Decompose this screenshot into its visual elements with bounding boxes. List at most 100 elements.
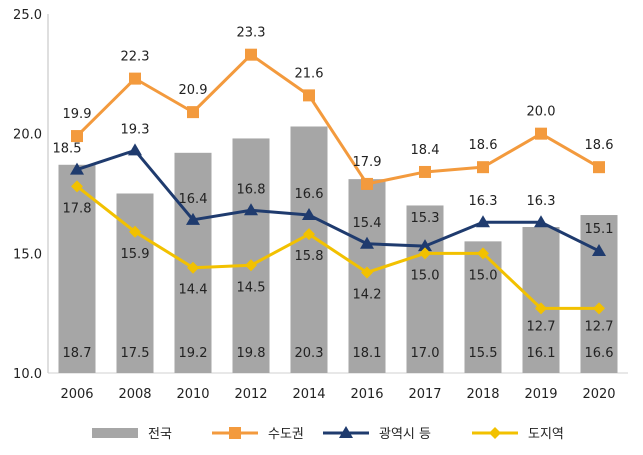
square-marker: [593, 161, 605, 174]
x-tick-label: 2016: [350, 387, 383, 402]
triangle-marker: [244, 203, 258, 216]
line-data-label: 19.3: [121, 122, 150, 137]
legend-label: 전국: [148, 427, 172, 442]
diamond-marker: [477, 247, 489, 260]
line-data-label: 19.9: [63, 107, 92, 122]
line-data-label: 18.4: [411, 143, 440, 158]
square-marker: [129, 72, 141, 85]
series-line: [75, 53, 600, 186]
diamond-marker: [129, 225, 141, 238]
line-data-label: 14.5: [237, 280, 266, 295]
legend-label: 광역시 등: [379, 427, 431, 442]
diamond-marker: [71, 180, 83, 193]
triangle-marker: [418, 239, 432, 252]
line-data-label: 17.8: [63, 201, 92, 216]
line-data-label: 18.6: [469, 138, 498, 153]
bar-data-label: 18.7: [63, 346, 92, 361]
triangle-marker: [592, 243, 606, 256]
bar: [290, 126, 328, 373]
legend-label: 수도권: [268, 427, 304, 442]
line-series: [70, 48, 606, 315]
line-data-label: 21.6: [295, 66, 324, 81]
line-data-label: 16.3: [527, 194, 556, 209]
bar: [58, 164, 96, 373]
line-data-label: 17.9: [353, 155, 382, 170]
legend-item: 전국: [92, 427, 172, 442]
legend: 전국 수도권 광역시 등 도지역: [92, 426, 564, 442]
line-data-label: 20.0: [527, 105, 556, 120]
bar: [406, 205, 444, 373]
square-marker: [245, 48, 257, 61]
triangle-marker: [476, 215, 490, 228]
data-labels: 18.7 17.5 19.2 19.8 20.3 18.1 17.0 15.5 16.1 16.6…: [53, 26, 614, 361]
bar: [232, 138, 270, 373]
legend-label: 도지역: [528, 427, 564, 442]
chart-axes: 10.0 15.0 20.0 25.0 2006 2008 2010 2012 2014 2016…: [13, 8, 628, 402]
bar-data-label: 15.5: [469, 346, 498, 361]
x-tick-label: 2014: [292, 387, 325, 402]
line-data-label: 15.9: [121, 247, 150, 262]
diamond-marker: [489, 427, 501, 439]
square-marker: [535, 127, 547, 140]
square-marker: [419, 165, 431, 178]
line-data-label: 15.1: [585, 222, 614, 237]
square-marker: [71, 130, 83, 143]
diamond-marker: [419, 247, 431, 260]
line-data-label: 16.4: [179, 192, 208, 207]
line-data-label: 18.6: [585, 138, 614, 153]
series-line: [76, 185, 599, 310]
line-data-label: 12.7: [527, 319, 556, 334]
square-marker: [361, 177, 373, 190]
line-data-label: 15.0: [411, 268, 440, 283]
line-data-label: 18.5: [53, 142, 82, 157]
x-tick-label: 2012: [234, 387, 267, 402]
legend-swatch: [92, 428, 138, 438]
bar-data-label: 19.2: [179, 346, 208, 361]
y-tick-label: 25.0: [13, 8, 42, 23]
bar-data-label: 18.1: [353, 346, 382, 361]
triangle-marker: [534, 215, 548, 228]
diamond-marker: [187, 261, 199, 274]
square-marker: [477, 161, 489, 174]
line-data-label: 22.3: [121, 50, 150, 65]
bar-data-label: 17.5: [121, 346, 150, 361]
line-data-label: 16.3: [469, 194, 498, 209]
triangle-marker: [70, 162, 84, 175]
x-tick-label: 2010: [176, 387, 209, 402]
y-tick-label: 15.0: [13, 247, 42, 262]
line-data-label: 12.7: [585, 319, 614, 334]
square-marker: [229, 427, 241, 439]
line-data-label: 16.8: [237, 182, 266, 197]
bar: [522, 227, 560, 373]
triangle-marker: [339, 426, 353, 438]
series-line: [76, 148, 600, 253]
diamond-marker: [535, 302, 547, 315]
line-data-label: 23.3: [237, 26, 266, 41]
line-data-label: 14.2: [353, 287, 382, 302]
square-marker: [303, 89, 315, 102]
y-tick-label: 10.0: [13, 367, 42, 382]
x-tick-label: 2020: [582, 387, 615, 402]
line-data-label: 14.4: [179, 283, 208, 298]
line-data-label: 15.4: [353, 216, 382, 231]
bar-data-label: 19.8: [237, 346, 266, 361]
diamond-marker: [245, 259, 257, 272]
x-tick-label: 2019: [524, 387, 557, 402]
bar: [580, 215, 618, 373]
diamond-marker: [303, 228, 315, 241]
bar-data-label: 16.6: [585, 346, 614, 361]
triangle-marker: [128, 143, 142, 156]
triangle-marker: [360, 236, 374, 249]
bar-data-label: 17.0: [411, 346, 440, 361]
bar-data-label: 20.3: [295, 346, 324, 361]
y-tick-label: 20.0: [13, 128, 42, 143]
x-tick-label: 2008: [118, 387, 151, 402]
square-marker: [187, 106, 199, 119]
legend-item: 도지역: [472, 427, 564, 442]
legend-item: 수도권: [212, 427, 304, 442]
triangle-marker: [302, 208, 316, 221]
x-tick-label: 2018: [466, 387, 499, 402]
line-data-label: 20.9: [179, 83, 208, 98]
x-tick-label: 2017: [408, 387, 441, 402]
